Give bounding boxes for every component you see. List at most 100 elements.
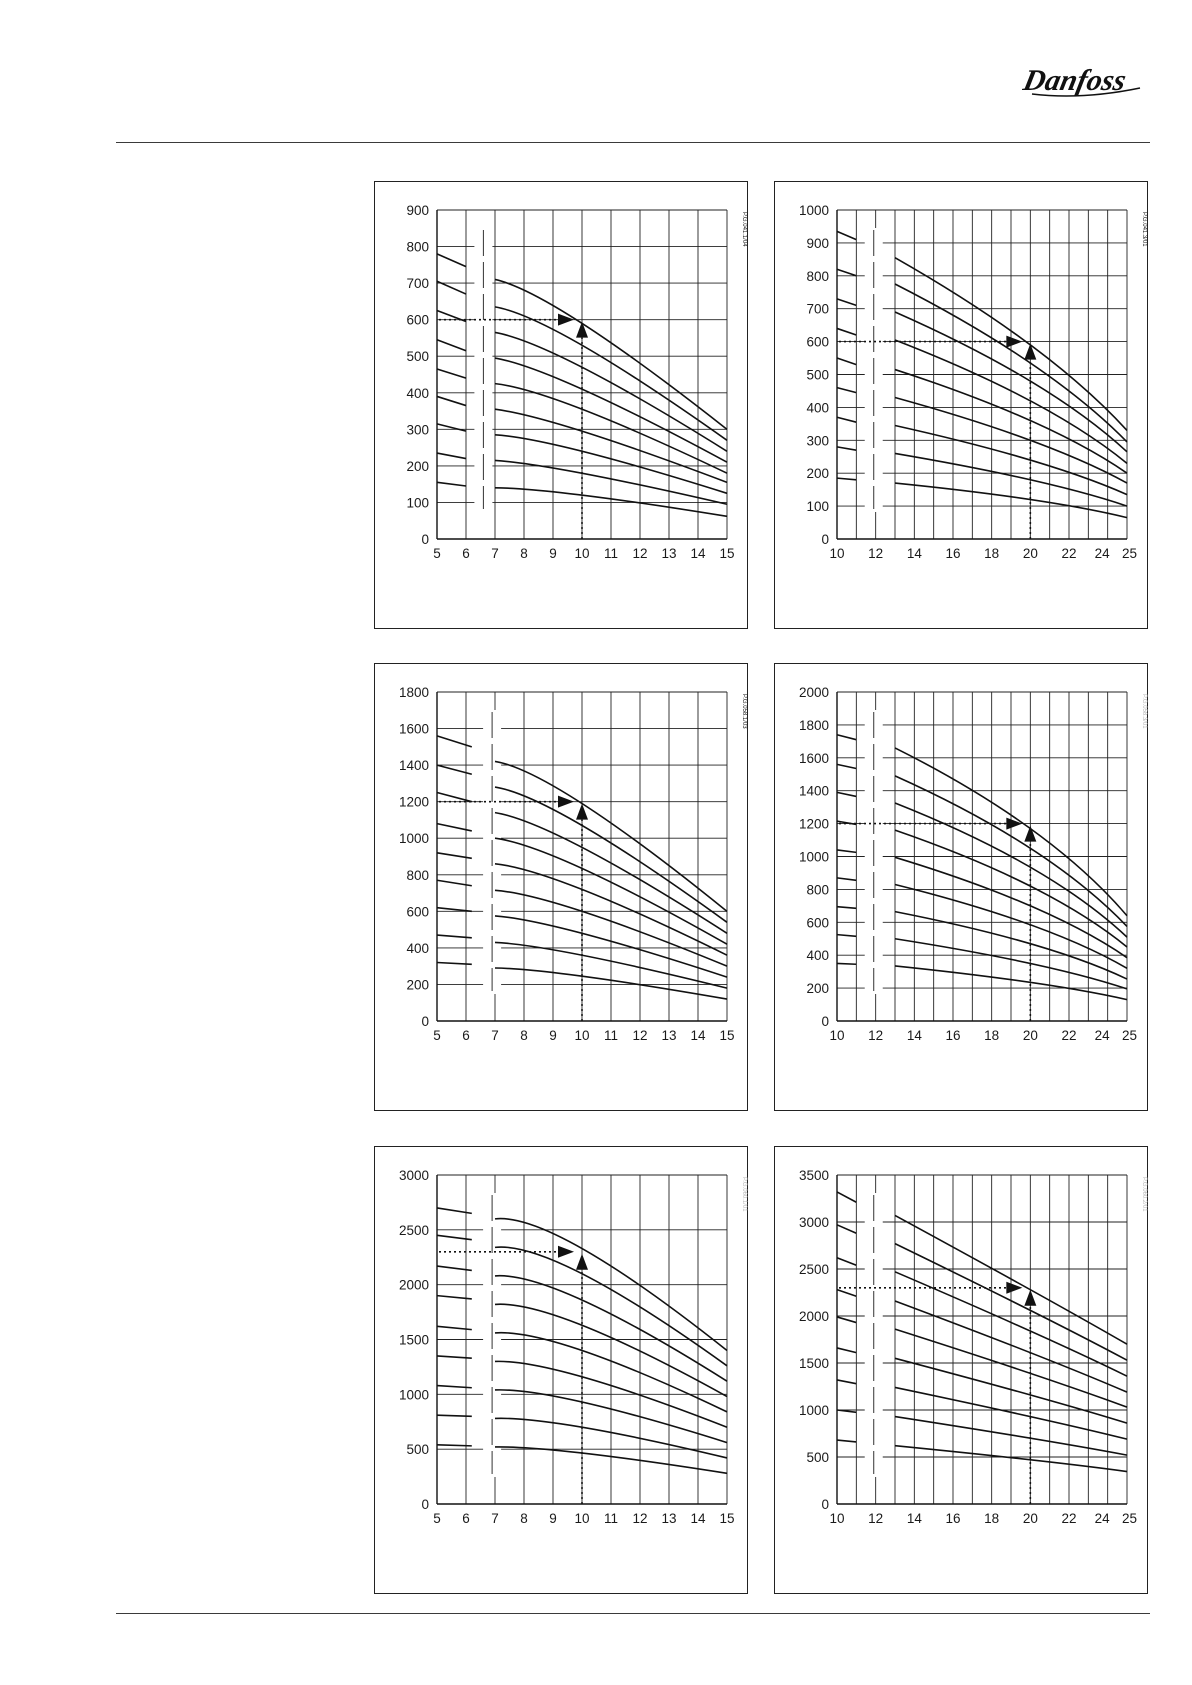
x-tick-label: 11 — [604, 1028, 618, 1043]
curve-left — [436, 961, 472, 966]
y-tick-label: 200 — [806, 981, 829, 996]
x-tick-label: 16 — [945, 1511, 960, 1526]
x-tick-label: 9 — [549, 546, 557, 561]
x-tick-label: 14 — [907, 1511, 923, 1526]
y-tick-label: 1800 — [799, 718, 829, 733]
curve-left — [836, 1347, 857, 1354]
y-tick-label: 0 — [821, 1497, 829, 1512]
curve-left — [836, 268, 857, 277]
y-tick-label: 600 — [806, 335, 829, 350]
x-tick-label: 13 — [661, 546, 676, 561]
y-tick-label: 600 — [806, 915, 829, 930]
y-tick-label: 1000 — [799, 850, 829, 865]
curve-left — [836, 905, 857, 910]
curve-right — [894, 368, 1128, 474]
chart-1: 0 100 200 300 400 500 600 700 800 900 5 6 7 8 9 10 11 12 1… — [406, 203, 747, 561]
curve-right — [494, 915, 728, 978]
arrow-right-icon — [1006, 817, 1023, 830]
y-tick-label: 2500 — [399, 1223, 429, 1238]
figure-code: P.G.058.1/03 — [741, 694, 747, 729]
y-tick-label: 100 — [806, 499, 829, 514]
curve-right — [894, 775, 1128, 927]
curve-left — [436, 253, 467, 268]
curve-right — [494, 1331, 728, 1413]
x-tick-label: 13 — [661, 1028, 676, 1043]
curve-right — [494, 760, 728, 912]
y-tick-label: 800 — [806, 269, 829, 284]
curve-left — [836, 1191, 857, 1203]
x-tick-label: 25 — [1122, 1511, 1137, 1526]
curve-right — [494, 967, 728, 1000]
curve-left — [836, 1316, 857, 1324]
x-tick-label: 7 — [491, 546, 499, 561]
curve-left — [436, 481, 467, 487]
arrow-right-icon — [558, 1245, 574, 1258]
arrow-right-icon — [1006, 335, 1023, 348]
curve-left — [436, 1294, 472, 1300]
curve-left — [436, 1414, 472, 1418]
curve-right — [894, 482, 1128, 519]
figure-code: P.G.060.2/01 — [1141, 1177, 1147, 1212]
curve-left — [836, 763, 857, 770]
chart-panel-5: 0 500 1000 1500 2000 2500 3000 5 6 7 8 9 10 11 12 13 14 1… — [374, 1146, 748, 1594]
x-tick-label: 22 — [1061, 546, 1076, 561]
arrow-up-icon — [1024, 825, 1037, 842]
x-tick-label: 8 — [520, 1511, 528, 1526]
curve-right — [494, 1303, 728, 1398]
curve-left — [436, 368, 467, 379]
chart-panel-6: 0 500 1000 1500 2000 2500 3000 3500 10 12 14 16 18 20… — [774, 1146, 1148, 1594]
curve-left — [436, 1384, 472, 1389]
y-tick-label: 800 — [406, 240, 429, 255]
figure-code: P.G.058.3/01 — [1141, 694, 1147, 729]
curve-left — [436, 1325, 472, 1331]
curve-left — [836, 1439, 857, 1443]
y-tick-label: 1400 — [799, 784, 829, 799]
x-tick-label: 15 — [719, 1511, 734, 1526]
curve-left — [436, 280, 467, 295]
y-tick-label: 3500 — [799, 1168, 829, 1183]
curve-right — [494, 1360, 728, 1428]
x-tick-label: 10 — [829, 546, 844, 561]
y-tick-label: 1000 — [799, 203, 829, 218]
grid — [436, 1174, 728, 1505]
grid — [436, 209, 728, 540]
y-tick-label: 1500 — [799, 1356, 829, 1371]
y-tick-label: 0 — [821, 532, 829, 547]
x-tick-label: 14 — [690, 1028, 706, 1043]
y-tick-label: 0 — [821, 1014, 829, 1029]
curve-right — [894, 937, 1128, 990]
curve-right — [894, 910, 1128, 980]
curve-right — [494, 1274, 728, 1382]
y-tick-label: 800 — [406, 868, 429, 883]
curve-right — [494, 1217, 728, 1352]
y-tick-label: 1400 — [399, 758, 429, 773]
curve-left — [836, 230, 857, 241]
x-tick-label: 20 — [1023, 1511, 1038, 1526]
y-tick-label: 0 — [421, 532, 429, 547]
curve-left — [436, 934, 472, 939]
curve-right — [894, 396, 1128, 484]
curve-left — [836, 962, 857, 966]
curve-left — [436, 852, 472, 860]
curve-right — [894, 965, 1128, 1001]
x-tick-label: 10 — [574, 1028, 589, 1043]
curve-right — [894, 311, 1128, 453]
x-tick-label: 12 — [632, 546, 647, 561]
x-tick-label: 15 — [719, 1028, 734, 1043]
y-tick-label: 400 — [406, 941, 429, 956]
x-tick-label: 8 — [520, 546, 528, 561]
chart-3: 0 200 400 600 800 1000 1200 1400 1600 1800 5 6 7 8 9 10… — [399, 685, 747, 1043]
y-tick-label: 1500 — [399, 1333, 429, 1348]
y-tick-label: 900 — [406, 203, 429, 218]
curve-right — [494, 306, 728, 441]
curve-left — [836, 386, 857, 394]
y-tick-label: 600 — [406, 904, 429, 919]
chart-panel-3: 0 200 400 600 800 1000 1200 1400 1600 1800 5 6 7 8 9 10… — [374, 663, 748, 1111]
arrow-right-icon — [558, 313, 574, 326]
curve-left — [436, 791, 473, 803]
grid — [436, 691, 728, 1022]
y-tick-label: 1000 — [399, 1387, 429, 1402]
x-tick-label: 12 — [868, 1028, 883, 1043]
y-tick-label: 900 — [806, 236, 829, 251]
curve-left — [436, 735, 473, 748]
